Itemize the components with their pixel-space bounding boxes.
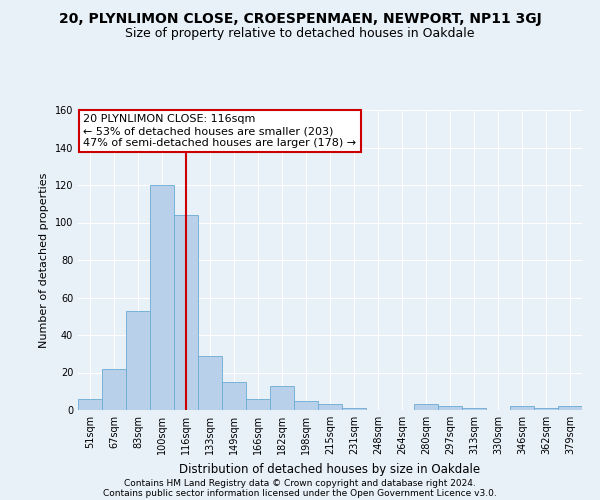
Bar: [222, 382, 246, 410]
Text: Contains public sector information licensed under the Open Government Licence v3: Contains public sector information licen…: [103, 488, 497, 498]
Bar: [246, 399, 270, 410]
Bar: [318, 404, 342, 410]
Bar: [414, 404, 438, 410]
Bar: [174, 215, 198, 410]
Bar: [438, 406, 462, 410]
Bar: [270, 386, 294, 410]
Text: Contains HM Land Registry data © Crown copyright and database right 2024.: Contains HM Land Registry data © Crown c…: [124, 478, 476, 488]
Bar: [126, 310, 150, 410]
Bar: [342, 408, 366, 410]
Bar: [462, 408, 486, 410]
Text: Size of property relative to detached houses in Oakdale: Size of property relative to detached ho…: [125, 28, 475, 40]
Bar: [102, 369, 126, 410]
Bar: [78, 399, 102, 410]
Bar: [150, 185, 174, 410]
Bar: [294, 400, 318, 410]
Bar: [198, 356, 222, 410]
Bar: [534, 408, 558, 410]
Text: 20 PLYNLIMON CLOSE: 116sqm
← 53% of detached houses are smaller (203)
47% of sem: 20 PLYNLIMON CLOSE: 116sqm ← 53% of deta…: [83, 114, 356, 148]
X-axis label: Distribution of detached houses by size in Oakdale: Distribution of detached houses by size …: [179, 462, 481, 475]
Bar: [558, 406, 582, 410]
Bar: [510, 406, 534, 410]
Y-axis label: Number of detached properties: Number of detached properties: [39, 172, 49, 348]
Text: 20, PLYNLIMON CLOSE, CROESPENMAEN, NEWPORT, NP11 3GJ: 20, PLYNLIMON CLOSE, CROESPENMAEN, NEWPO…: [59, 12, 541, 26]
